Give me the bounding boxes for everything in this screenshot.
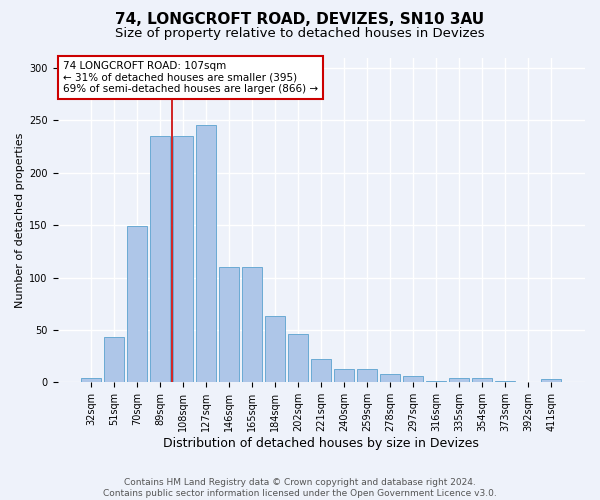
Text: 74, LONGCROFT ROAD, DEVIZES, SN10 3AU: 74, LONGCROFT ROAD, DEVIZES, SN10 3AU xyxy=(115,12,485,28)
Bar xyxy=(220,267,239,382)
Bar xyxy=(82,378,101,382)
Bar xyxy=(242,267,262,382)
Bar xyxy=(449,378,469,382)
Bar xyxy=(403,376,423,382)
Y-axis label: Number of detached properties: Number of detached properties xyxy=(15,132,25,308)
Bar xyxy=(472,378,492,382)
Text: Contains HM Land Registry data © Crown copyright and database right 2024.
Contai: Contains HM Land Registry data © Crown c… xyxy=(103,478,497,498)
X-axis label: Distribution of detached houses by size in Devizes: Distribution of detached houses by size … xyxy=(163,437,479,450)
Bar xyxy=(358,368,377,382)
Bar xyxy=(541,379,561,382)
Bar xyxy=(289,334,308,382)
Bar xyxy=(311,360,331,382)
Text: Size of property relative to detached houses in Devizes: Size of property relative to detached ho… xyxy=(115,28,485,40)
Bar xyxy=(380,374,400,382)
Bar xyxy=(196,124,216,382)
Bar xyxy=(173,136,193,382)
Bar xyxy=(334,368,354,382)
Bar xyxy=(151,136,170,382)
Bar xyxy=(265,316,285,382)
Text: 74 LONGCROFT ROAD: 107sqm
← 31% of detached houses are smaller (395)
69% of semi: 74 LONGCROFT ROAD: 107sqm ← 31% of detac… xyxy=(63,60,318,94)
Bar xyxy=(127,226,147,382)
Bar xyxy=(104,338,124,382)
